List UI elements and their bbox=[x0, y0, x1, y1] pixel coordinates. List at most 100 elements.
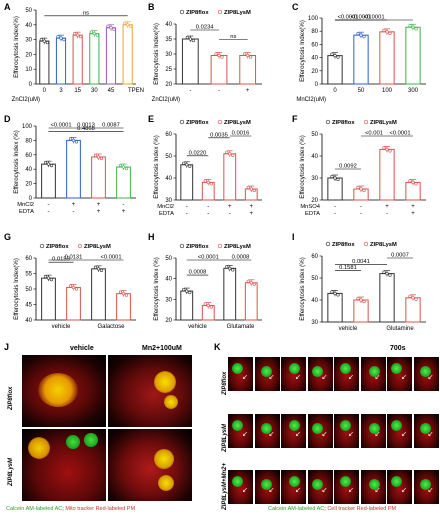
y-tick-label: 0 bbox=[29, 196, 33, 202]
data-point bbox=[93, 153, 98, 158]
x-tick-label: 30 bbox=[91, 88, 98, 94]
data-point bbox=[228, 266, 232, 270]
chart-g: 40 45 50 55 60 Efferocytosis Index(%) vehicle G… bbox=[13, 243, 136, 330]
data-point bbox=[191, 38, 195, 43]
significance-label: 0.0035 bbox=[210, 132, 228, 138]
apoptotic-cell-spot bbox=[311, 423, 323, 434]
y-axis-label: Efferocytosis Index(%) bbox=[13, 16, 20, 78]
data-point bbox=[49, 164, 54, 168]
x-tick-label: TPEN bbox=[128, 88, 144, 94]
data-point bbox=[411, 296, 415, 300]
apoptotic-cell-spot bbox=[368, 366, 380, 377]
row-sign: - bbox=[207, 204, 209, 210]
data-point bbox=[356, 296, 360, 301]
legend-marker bbox=[363, 119, 369, 125]
y-tick-label: 50 bbox=[25, 8, 32, 14]
data-point bbox=[95, 33, 99, 37]
y-tick-label: 40 bbox=[311, 298, 318, 304]
apoptotic-cell-spot bbox=[391, 420, 402, 431]
panel-letter-c: C bbox=[292, 2, 299, 12]
x-tick-label: 300 bbox=[408, 88, 419, 94]
data-point bbox=[414, 27, 418, 31]
arrow-icon: ↙ bbox=[427, 486, 434, 494]
row-sign: - bbox=[334, 204, 336, 210]
timelapse-frame: ↙ bbox=[281, 470, 306, 504]
significance-label: <0.0001 bbox=[389, 131, 410, 137]
row-sign: + bbox=[97, 209, 101, 215]
micrograph-lysm-vehicle bbox=[22, 429, 106, 501]
data-point bbox=[333, 54, 337, 58]
data-point bbox=[408, 24, 412, 28]
x-tick-label: 0 bbox=[43, 88, 47, 94]
data-point bbox=[217, 53, 221, 58]
row-sign: - bbox=[73, 209, 75, 215]
timelapse-frame: ↙ bbox=[413, 357, 439, 391]
legend-label: ZIP8LysM bbox=[224, 10, 251, 16]
data-point bbox=[89, 30, 93, 34]
data-point bbox=[382, 146, 386, 150]
panel-j-caption-sep: ; bbox=[62, 506, 66, 512]
y-axis-label: Efferocytosis Index(%) bbox=[299, 20, 306, 82]
arrow-icon: ↙ bbox=[268, 373, 275, 381]
legend-label: ZIP8LysM bbox=[224, 244, 251, 250]
x-axis-label: MnCl2(uM) bbox=[296, 97, 326, 103]
apoptotic-cell-spot bbox=[368, 423, 380, 434]
chart-a: 0 10 20 30 40 50 Efferocytosis Index(%) 0 3 15 30 4… bbox=[12, 8, 144, 103]
y-tick-label: 40 bbox=[165, 277, 172, 283]
panel-letter-a: A bbox=[4, 2, 11, 12]
data-point bbox=[246, 53, 250, 58]
data-point bbox=[246, 185, 250, 190]
data-point bbox=[408, 179, 412, 183]
row-sign: + bbox=[122, 209, 126, 215]
y-tick-label: 40 bbox=[25, 318, 32, 324]
x-tick-label: 50 bbox=[358, 88, 365, 94]
data-point bbox=[118, 163, 123, 168]
data-point bbox=[411, 180, 415, 184]
bar bbox=[244, 282, 258, 321]
apoptotic-cell-spot bbox=[391, 363, 402, 374]
data-point bbox=[203, 302, 207, 306]
timelapse-frame: ↙ bbox=[334, 357, 359, 391]
data-point bbox=[330, 52, 334, 56]
chart-i: 30 40 50 60 Efferocytosis Index (%) vehicle Gl… bbox=[299, 241, 426, 332]
data-point bbox=[385, 147, 389, 151]
apoptotic-cell-spot bbox=[289, 420, 300, 431]
data-point bbox=[182, 287, 186, 292]
row-label: MnCl2 bbox=[157, 204, 174, 210]
apoptotic-cell-spot bbox=[232, 420, 243, 431]
significance-label: <0.0001 bbox=[50, 123, 71, 129]
data-point bbox=[62, 38, 66, 42]
data-point bbox=[79, 35, 83, 39]
significance-label: ns bbox=[230, 34, 236, 40]
y-axis-label: Efferocytosis Index (%) bbox=[153, 135, 160, 199]
data-point bbox=[214, 52, 218, 56]
significance-label: <0.0001 bbox=[198, 255, 219, 261]
arrow-icon: ↙ bbox=[401, 373, 407, 381]
panel-k-row-flox: ZIP8flox bbox=[222, 371, 228, 395]
arrow-icon: ↙ bbox=[374, 486, 381, 494]
apoptotic-cell-spot bbox=[368, 479, 380, 490]
timelapse-frame: ↙ bbox=[254, 357, 280, 391]
data-point bbox=[382, 28, 386, 32]
panel-k-caption: Calcein AM-labeled AC; Cell tracker Red-… bbox=[268, 506, 396, 512]
apoptotic-cell-spot bbox=[419, 366, 431, 377]
data-point bbox=[243, 52, 247, 56]
y-tick-label: 80 bbox=[25, 138, 32, 144]
panel-k-row-lysm-mn: ZIP8LysM+Mn2+ bbox=[222, 462, 228, 510]
x-tick-label: - bbox=[189, 88, 191, 94]
panel-k-caption-red: Cell tracker Red-labeled PM bbox=[327, 506, 397, 512]
row-sign: - bbox=[360, 204, 362, 210]
data-point bbox=[336, 177, 340, 182]
significance-label: 0.0041 bbox=[352, 259, 370, 265]
data-point bbox=[188, 37, 192, 41]
arrow-icon: ↙ bbox=[268, 486, 275, 494]
bar bbox=[66, 286, 81, 321]
arrow-icon: ↙ bbox=[401, 486, 407, 494]
panel-j-caption: Calcein AM-labeled AC; Mito tracker Red-… bbox=[6, 506, 135, 512]
apoptotic-cell-spot bbox=[311, 479, 323, 490]
data-point bbox=[76, 33, 80, 37]
arrow-icon: ↙ bbox=[401, 430, 407, 438]
row-sign: + bbox=[249, 211, 253, 217]
